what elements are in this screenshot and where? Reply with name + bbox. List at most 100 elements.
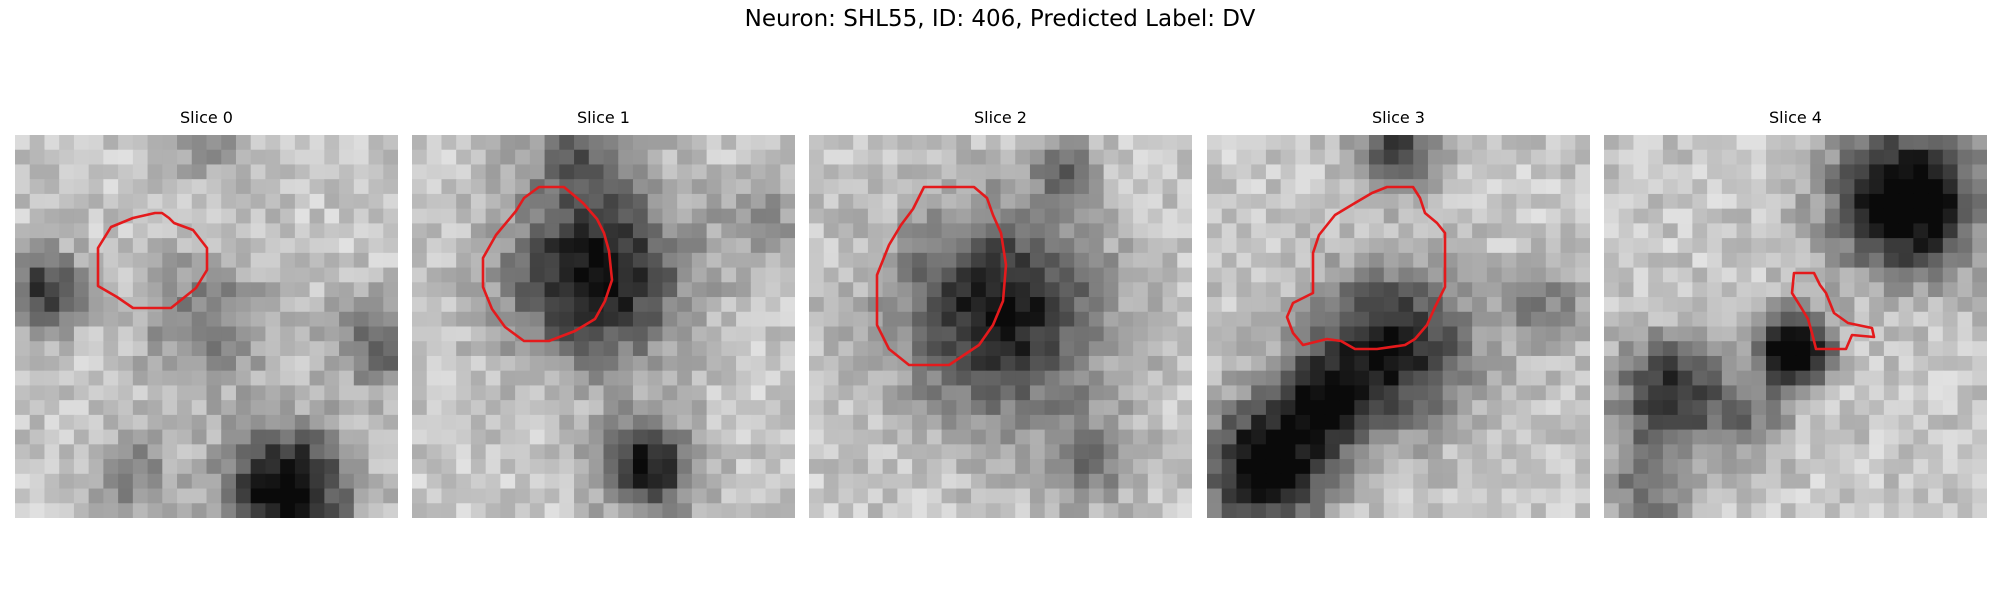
pixel: [426, 223, 443, 239]
pixel: [1751, 444, 1767, 460]
pixel: [162, 135, 178, 151]
pixel: [88, 267, 104, 283]
pixel: [1088, 149, 1105, 166]
pixel: [1324, 311, 1341, 328]
pixel: [780, 179, 795, 195]
pixel: [1516, 297, 1532, 313]
pixel: [1162, 370, 1178, 387]
pixel: [1545, 400, 1562, 416]
pixel: [1898, 252, 1914, 269]
pixel: [1721, 223, 1738, 239]
pixel: [15, 444, 31, 460]
pixel: [1957, 193, 1973, 210]
pixel: [780, 193, 795, 210]
pixel: [44, 341, 60, 357]
pixel: [1516, 488, 1532, 504]
pixel: [309, 385, 325, 401]
pixel: [88, 311, 104, 328]
pixel: [1751, 238, 1767, 254]
pixel: [1029, 252, 1046, 269]
pixel: [147, 385, 163, 401]
pixel: [1516, 459, 1532, 475]
pixel: [1383, 355, 1400, 372]
pixel: [162, 238, 178, 254]
pixel: [1074, 282, 1090, 298]
pixel: [603, 179, 619, 195]
pixel: [985, 238, 1002, 254]
pixel: [1177, 414, 1192, 431]
pixel: [1133, 414, 1149, 431]
pixel: [177, 208, 193, 224]
pixel: [1531, 208, 1547, 224]
pixel: [603, 164, 619, 180]
pixel: [736, 149, 752, 166]
pixel: [1059, 164, 1075, 180]
pixel: [1162, 414, 1178, 431]
pixel: [485, 503, 501, 518]
pixel: [250, 459, 267, 475]
pixel: [368, 311, 384, 328]
pixel: [1869, 400, 1885, 416]
pixel: [1427, 444, 1444, 460]
pixel: [721, 267, 737, 283]
pixel: [1928, 282, 1944, 298]
pixel: [324, 238, 340, 254]
pixel: [941, 282, 957, 298]
pixel: [1824, 311, 1841, 328]
pixel: [1442, 444, 1459, 460]
pixel: [1707, 267, 1723, 283]
pixel: [103, 179, 119, 195]
pixel: [324, 488, 340, 504]
pixel: [926, 164, 943, 180]
pixel: [353, 135, 370, 151]
pixel: [191, 267, 208, 283]
pixel: [1324, 282, 1341, 298]
pixel: [1810, 355, 1826, 372]
pixel: [1810, 208, 1826, 224]
pixel: [1354, 252, 1370, 269]
pixel: [809, 385, 825, 401]
pixel: [15, 385, 31, 401]
pixel: [500, 267, 516, 283]
pixel: [1869, 238, 1885, 254]
pixel: [588, 341, 605, 357]
pixel: [823, 503, 840, 518]
pixel: [765, 385, 781, 401]
pixel: [956, 252, 972, 269]
pixel: [706, 208, 722, 224]
pixel: [1339, 179, 1355, 195]
pixel: [294, 326, 311, 342]
pixel: [426, 238, 443, 254]
pixel: [691, 488, 708, 504]
pixel: [912, 341, 928, 357]
pixel: [412, 311, 428, 328]
pixel: [132, 503, 149, 518]
pixel: [838, 164, 854, 180]
pixel: [1442, 149, 1459, 166]
pixel: [721, 385, 737, 401]
pixel: [823, 326, 840, 342]
pixel: [1221, 179, 1238, 195]
pixel: [750, 444, 767, 460]
pixel: [647, 193, 664, 210]
pixel: [1839, 503, 1856, 518]
pixel: [882, 267, 898, 283]
pixel: [1766, 400, 1782, 416]
pixel: [1751, 267, 1767, 283]
pixel: [1810, 223, 1826, 239]
pixel: [1118, 459, 1134, 475]
pixel: [1265, 341, 1282, 357]
pixel: [265, 444, 281, 460]
pixel: [1118, 341, 1134, 357]
pixel: [1427, 400, 1444, 416]
pixel: [1310, 341, 1326, 357]
pixel: [1560, 135, 1576, 151]
pixel: [206, 297, 222, 313]
pixel: [1604, 311, 1620, 328]
pixel: [1177, 267, 1192, 283]
pixel: [1044, 503, 1061, 518]
pixel: [1721, 297, 1738, 313]
pixel: [1000, 414, 1016, 431]
pixel: [574, 252, 590, 269]
